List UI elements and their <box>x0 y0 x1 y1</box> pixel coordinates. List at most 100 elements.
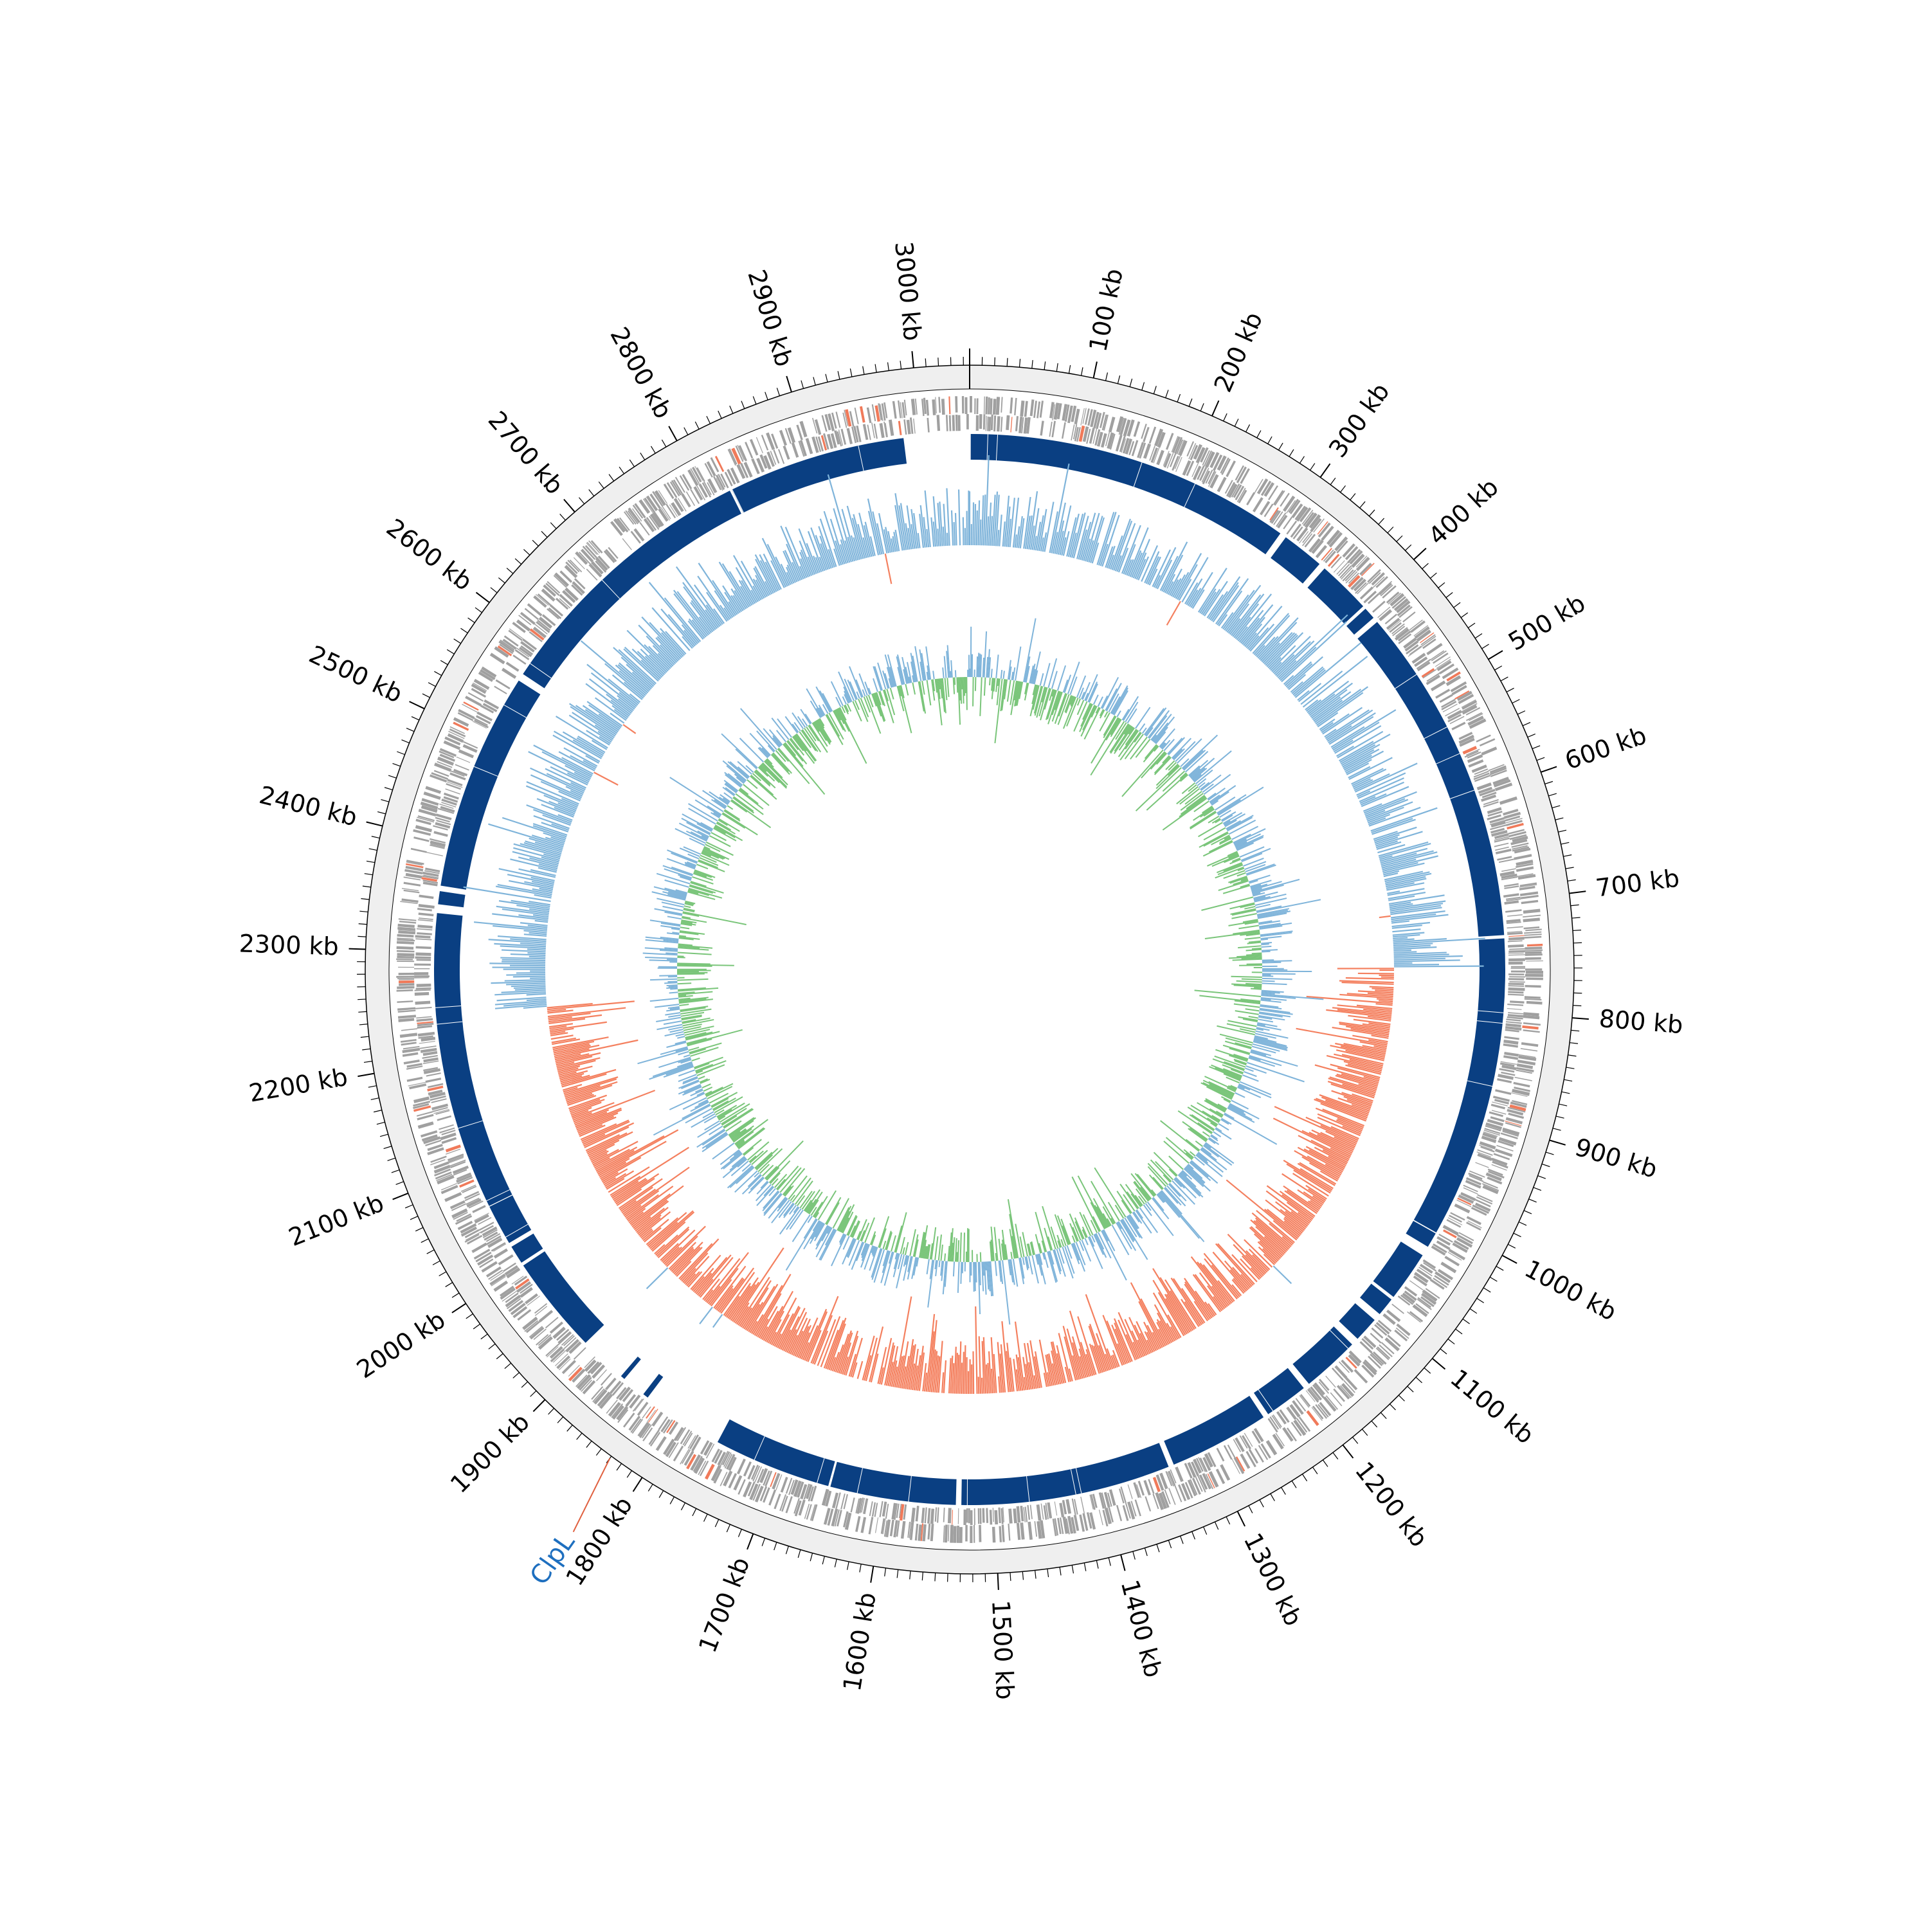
feature-cds <box>962 396 964 413</box>
feature-cds <box>1508 985 1525 987</box>
feature-cds <box>397 989 413 992</box>
feature-cds <box>1524 932 1541 934</box>
feature-cds <box>990 399 993 415</box>
gc-content-bar <box>703 1087 712 1091</box>
feature-cds <box>993 399 997 415</box>
feature-cds <box>1014 398 1017 415</box>
gc-content-bar <box>645 957 677 959</box>
minor-tick <box>481 1334 487 1339</box>
minor-tick <box>1483 1288 1490 1292</box>
gc-skew-bar <box>647 1268 668 1289</box>
feature-cds <box>993 1508 994 1522</box>
feature-cds <box>534 1303 547 1314</box>
gc-content-bar <box>684 906 691 907</box>
feature-cds <box>444 1192 462 1202</box>
gc-skew-bar <box>982 1378 983 1394</box>
minor-tick <box>1545 781 1553 784</box>
minor-tick <box>1517 711 1525 714</box>
feature-cds <box>1055 1501 1058 1515</box>
minor-tick <box>473 1324 480 1329</box>
minor-tick <box>1292 1481 1296 1488</box>
gc-skew-bar <box>858 1361 863 1378</box>
gc-skew-bar <box>942 1372 943 1393</box>
gc-skew-bar <box>1167 601 1181 625</box>
gc-content-bar <box>883 1241 885 1249</box>
feature-cds <box>533 595 547 608</box>
feature-cds <box>1041 1503 1044 1519</box>
feature-cds <box>1109 417 1116 432</box>
major-tick <box>1550 1140 1566 1144</box>
feature-cds <box>415 1007 432 1009</box>
gc-skew-bar <box>991 516 992 546</box>
feature-cds <box>1020 1522 1024 1540</box>
gc-content-bar <box>706 1083 733 1096</box>
minor-tick <box>1397 536 1402 541</box>
feature-cds <box>1006 415 1010 430</box>
gc-content-bar <box>669 992 678 993</box>
feature-rna <box>1508 935 1524 937</box>
gc-skew-bar <box>527 994 546 995</box>
gc-skew-bar <box>529 933 547 934</box>
feature-cds <box>396 976 414 978</box>
gc-content-bar <box>668 1015 680 1017</box>
feature-cds <box>403 1052 419 1057</box>
feature-cds <box>1224 1445 1233 1460</box>
gc-content-bar <box>684 1055 690 1057</box>
feature-cds <box>855 1516 860 1532</box>
minor-tick <box>847 1562 849 1570</box>
minor-tick <box>1537 757 1544 760</box>
gc-content-bar <box>1262 983 1287 984</box>
gc-content-bar <box>1213 1132 1221 1137</box>
feature-cds <box>970 1510 973 1525</box>
gc-content-bar <box>1181 796 1205 814</box>
gc-skew-bar <box>1015 534 1017 547</box>
minor-tick <box>1168 1540 1171 1548</box>
feature-cds <box>992 1527 996 1543</box>
feature-cds <box>1037 1504 1042 1521</box>
feature-cds <box>936 415 940 431</box>
minor-tick <box>1477 1298 1484 1303</box>
feature-cds <box>1134 421 1141 437</box>
minor-tick <box>1310 464 1315 471</box>
gc-content-bar <box>979 654 980 678</box>
major-tick <box>1489 651 1503 659</box>
feature-cds <box>414 972 428 975</box>
feature-cds <box>970 1526 972 1543</box>
gc-content-bar <box>1262 973 1296 974</box>
feature-cds <box>991 415 993 430</box>
major-tick <box>1343 1445 1353 1458</box>
feature-cds <box>915 1524 919 1540</box>
gc-content-bar <box>680 927 689 928</box>
minor-tick <box>1538 1176 1546 1178</box>
gc-content-bar <box>1029 1256 1033 1275</box>
feature-cds <box>974 1525 975 1543</box>
gc-content-bar <box>935 1236 937 1260</box>
gc-content-bar <box>862 1223 869 1241</box>
minor-tick <box>1157 1544 1159 1552</box>
gc-content-bar <box>1091 718 1118 763</box>
major-tick <box>393 1193 408 1200</box>
gc-content-bar <box>678 983 692 984</box>
minor-tick <box>810 1553 812 1562</box>
gc-skew-bar <box>511 954 546 955</box>
gc-content-bar <box>905 684 908 696</box>
gc-content-bar <box>739 789 758 804</box>
minor-tick <box>1512 700 1520 703</box>
gc-content-bar <box>667 959 677 960</box>
minor-tick <box>1118 375 1119 384</box>
feature-cds <box>414 975 430 977</box>
minor-tick <box>1106 372 1108 381</box>
gc-content-bar <box>973 677 974 707</box>
minor-tick <box>738 1530 741 1537</box>
gc-content-bar <box>1061 1219 1070 1244</box>
feature-cds <box>1511 966 1525 968</box>
feature-cds <box>1040 420 1044 435</box>
major-tick <box>1541 766 1557 772</box>
major-tick <box>998 1573 999 1590</box>
feature-cds <box>656 1436 667 1451</box>
gc-skew-bar <box>489 963 545 964</box>
gc-content-bar <box>665 1013 680 1015</box>
gc-skew-bar <box>987 516 988 545</box>
gc-skew-bar <box>1358 973 1394 974</box>
feature-cds <box>964 397 967 414</box>
